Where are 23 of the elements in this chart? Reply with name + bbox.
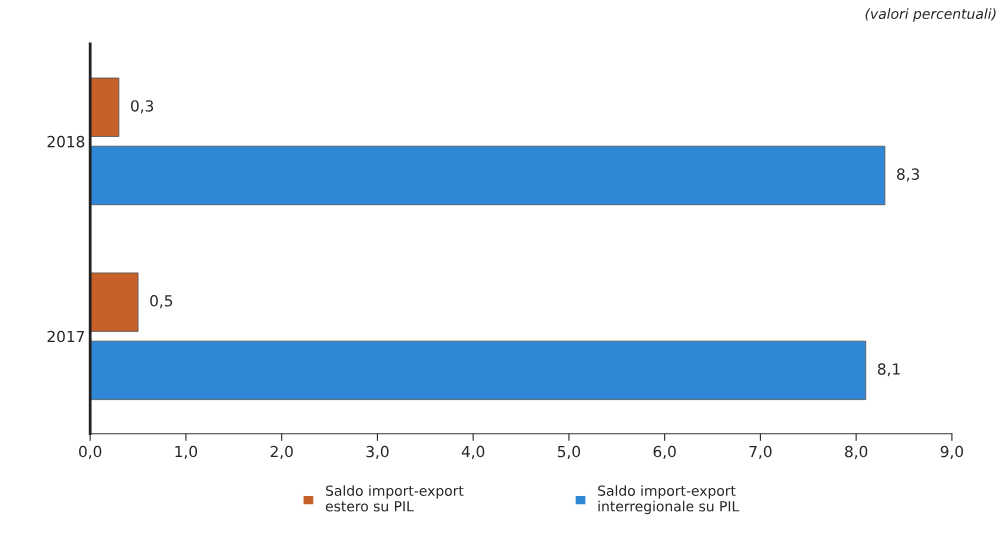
x-tick-label: 4,0 xyxy=(461,445,485,459)
bar xyxy=(90,272,139,332)
bar xyxy=(90,340,867,401)
data-label: 8,1 xyxy=(877,363,900,377)
x-tick-label: 9,0 xyxy=(940,445,964,459)
x-tick-label: 7,0 xyxy=(749,445,772,459)
x-tick-label: 8,0 xyxy=(845,445,868,459)
bar xyxy=(90,77,120,137)
x-tick-label: 0,0 xyxy=(79,445,102,459)
y-tick-label: 2017 xyxy=(47,330,85,343)
x-tick-label: 2,0 xyxy=(270,445,293,459)
x-tick-label: 3,0 xyxy=(366,445,389,459)
y-tick-label: 2018 xyxy=(47,135,85,148)
x-tick-label: 5,0 xyxy=(557,445,581,459)
bar xyxy=(90,145,886,206)
data-label: 0,5 xyxy=(150,295,173,309)
legend-label: Saldo import-export estero su PIL xyxy=(325,485,464,512)
text: (valori percentuali) xyxy=(865,8,996,22)
data-label: 8,3 xyxy=(897,168,920,182)
x-tick-label: 6,0 xyxy=(653,445,676,459)
data-label: 0,3 xyxy=(131,100,154,114)
legend-label: Saldo import-export interregionale su PIL xyxy=(598,485,740,515)
x-tick-label: 1,0 xyxy=(175,445,198,459)
